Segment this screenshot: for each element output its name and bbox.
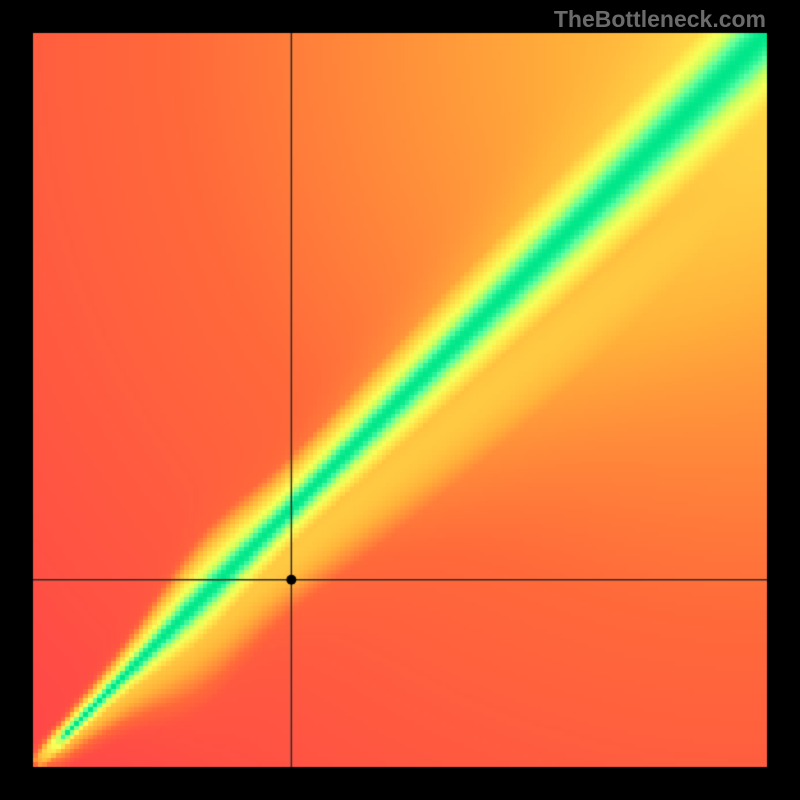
heatmap-canvas [0, 0, 800, 800]
watermark-text: TheBottleneck.com [554, 6, 766, 33]
chart-container: TheBottleneck.com [0, 0, 800, 800]
